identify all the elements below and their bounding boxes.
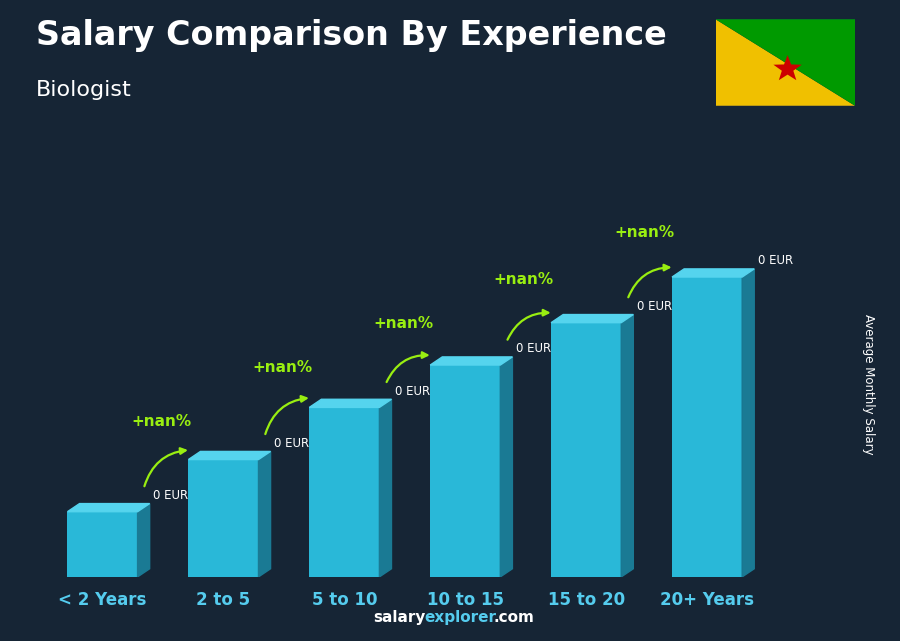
Text: 0 EUR: 0 EUR [395,385,430,397]
FancyArrowPatch shape [144,448,185,487]
Polygon shape [258,451,271,577]
Text: +nan%: +nan% [252,360,312,375]
Polygon shape [672,269,754,277]
Polygon shape [551,315,634,322]
Text: 0 EUR: 0 EUR [637,300,672,313]
Polygon shape [68,504,149,512]
Polygon shape [742,269,754,577]
Bar [310,408,380,577]
Text: +nan%: +nan% [494,272,554,287]
Text: Salary Comparison By Experience: Salary Comparison By Experience [36,19,667,52]
FancyArrowPatch shape [266,396,307,434]
Polygon shape [430,357,512,365]
Text: .com: .com [493,610,534,625]
Text: salary: salary [374,610,426,625]
Polygon shape [716,19,855,106]
Polygon shape [500,357,512,577]
Polygon shape [773,55,802,80]
FancyArrowPatch shape [387,353,428,382]
Text: 0 EUR: 0 EUR [153,489,188,502]
FancyArrowPatch shape [628,265,670,297]
Polygon shape [621,315,634,577]
Polygon shape [138,504,149,577]
Polygon shape [380,399,392,577]
Text: Biologist: Biologist [36,80,131,100]
Text: +nan%: +nan% [373,316,433,331]
Polygon shape [188,451,271,460]
Text: Average Monthly Salary: Average Monthly Salary [862,314,875,455]
Text: +nan%: +nan% [131,413,191,429]
FancyArrowPatch shape [508,310,548,340]
Bar [672,277,742,577]
Text: 0 EUR: 0 EUR [516,342,551,355]
Bar [551,322,621,577]
Polygon shape [716,19,855,106]
Text: 0 EUR: 0 EUR [758,254,793,267]
Bar [188,460,258,577]
Bar [430,365,500,577]
Text: +nan%: +nan% [615,224,675,240]
Text: explorer: explorer [425,610,497,625]
Polygon shape [310,399,392,408]
Text: 0 EUR: 0 EUR [274,437,310,450]
Bar [68,512,138,577]
